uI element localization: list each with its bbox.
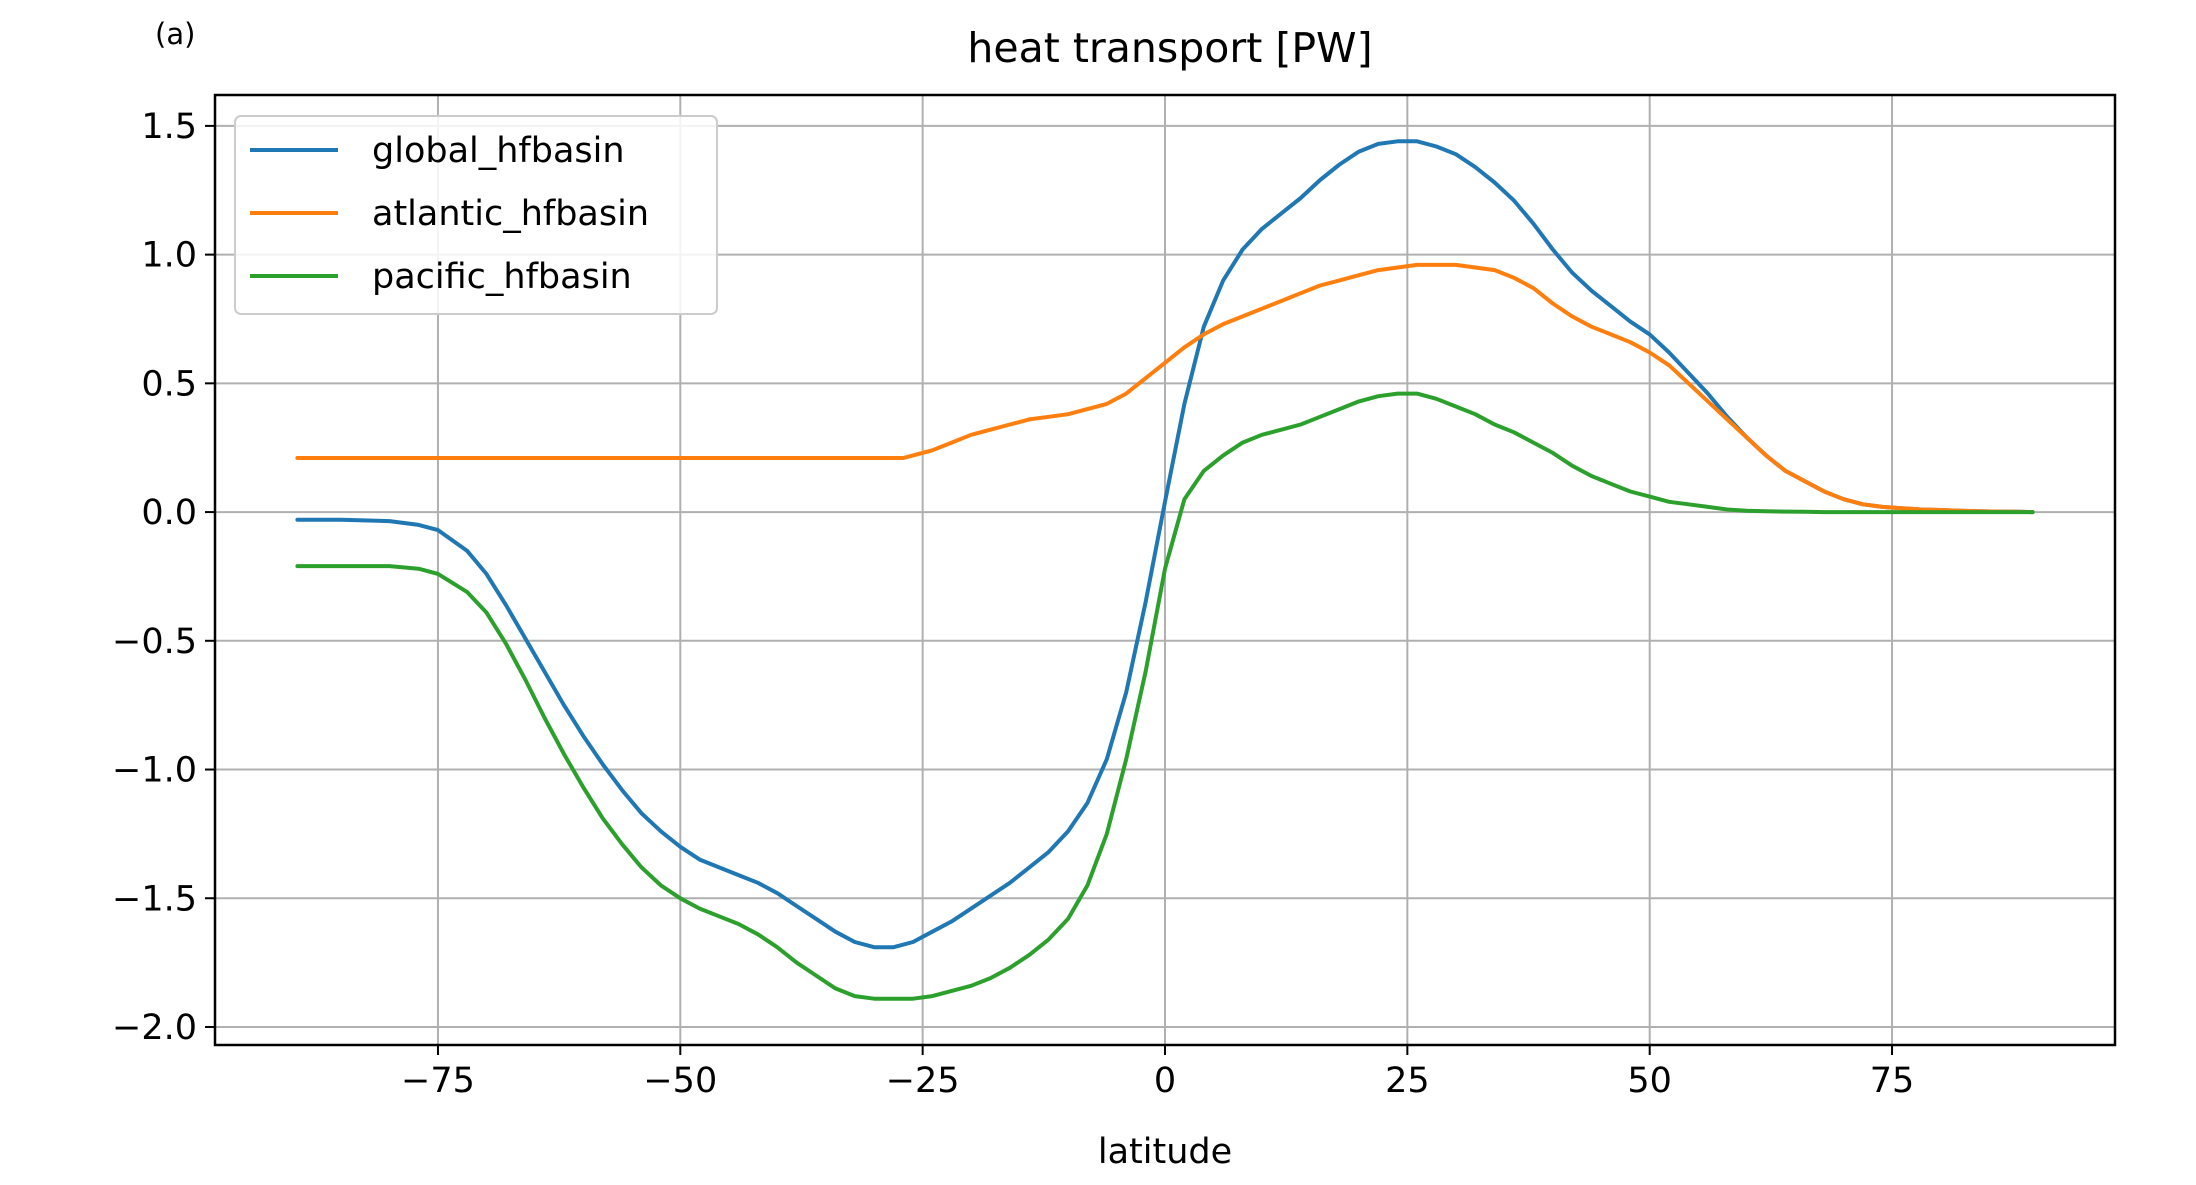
x-tick-label: 25 (1385, 1061, 1430, 1101)
grid (215, 95, 2115, 1045)
y-tick-label: −0.5 (112, 622, 197, 662)
x-tick-label: 75 (1870, 1061, 1915, 1101)
axis-ticks: −75 −50 −25 0 25 50 75 −2.0 −1.5 −1.0 −0.5 0.0 0.5 1.… (112, 107, 1914, 1101)
x-tick-label: −25 (886, 1061, 960, 1101)
x-axis-label: latitude (1098, 1132, 1232, 1172)
y-tick-label: 0.5 (141, 364, 197, 404)
x-tick-label: −50 (643, 1061, 717, 1101)
legend-label: atlantic_hfbasin (372, 194, 649, 234)
series-line-atlantic-hfbasin (295, 262, 2035, 515)
x-tick-label: 0 (1154, 1061, 1176, 1101)
legend-label: pacific_hfbasin (372, 257, 632, 297)
legend-box (234, 115, 718, 315)
y-tick-label: −2.0 (112, 1008, 197, 1048)
series-lines (295, 139, 2035, 1001)
panel-label: (a) (155, 17, 195, 51)
y-tick-label: 0.0 (141, 493, 197, 533)
y-tick-label: −1.0 (112, 751, 197, 791)
y-tick-label: −1.5 (112, 879, 197, 919)
y-tick-label: 1.0 (141, 236, 197, 276)
legend: global_hfbasin atlantic_hfbasin pacific_hf… (234, 115, 718, 315)
series-line-pacific-hfbasin (295, 391, 2035, 1001)
y-tick-label: 1.5 (141, 107, 197, 147)
x-tick-label: 50 (1627, 1061, 1672, 1101)
legend-label: global_hfbasin (372, 131, 625, 171)
chart-title: heat transport [PW] (967, 24, 1372, 72)
x-tick-label: −75 (401, 1061, 475, 1101)
